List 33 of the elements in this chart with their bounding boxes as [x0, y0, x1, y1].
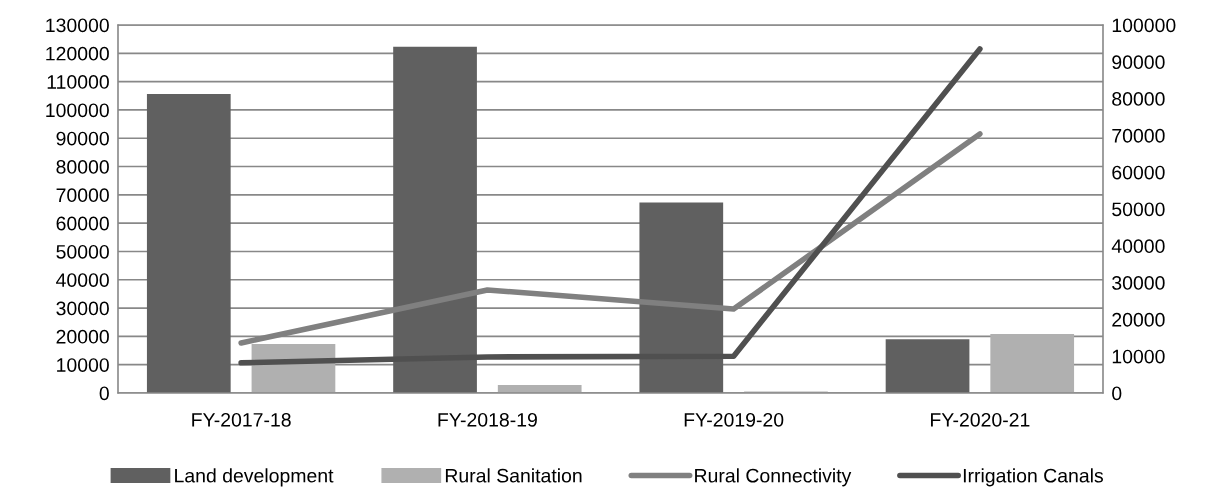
y2-tick-label: 10000: [1112, 349, 1165, 364]
x-tick-label: FY-2019-20: [684, 412, 784, 427]
legend-label: Rural Sanitation: [445, 468, 582, 483]
x-tick-label: FY-2020-21: [931, 412, 1030, 427]
y-tick-label: 40000: [56, 273, 109, 288]
y-tick-label: 80000: [56, 160, 109, 174]
y2-tick-label: 40000: [1111, 239, 1165, 254]
y-tick-label: 90000: [56, 131, 109, 146]
y2-tick-label: 50000: [1112, 202, 1165, 217]
y2-tick-label: 100000: [1112, 18, 1176, 33]
y2-tick-label: 70000: [1112, 128, 1165, 143]
y2-tick-label: 90000: [1112, 55, 1165, 70]
y-tick-label: 110000: [47, 75, 109, 89]
y-tick-label: 100000: [46, 103, 109, 118]
y-tick-label: 120000: [46, 46, 109, 61]
x-tick-label: FY-2017-18: [192, 412, 291, 427]
legend-label: Land development: [175, 468, 334, 487]
y2-tick-label: 30000: [1112, 276, 1165, 290]
y2-tick-label: 0: [1112, 386, 1122, 401]
y2-tick-label: 60000: [1112, 165, 1165, 180]
y2-tick-label: 80000: [1112, 92, 1165, 106]
y-tick-label: 0: [99, 386, 109, 401]
legend-label: Irrigation Canals: [963, 468, 1103, 487]
y-tick-label: 30000: [56, 301, 109, 316]
y-tick-label: 20000: [56, 329, 109, 344]
x-tick-label: FY-2018-19: [438, 412, 537, 427]
legend-label: Rural Connectivity: [695, 468, 852, 487]
y-tick-label: 10000: [57, 358, 109, 372]
y-tick-label: 130000: [46, 18, 109, 33]
y2-tick-label: 20000: [1112, 312, 1165, 327]
y-tick-label: 60000: [56, 216, 109, 231]
y-tick-label: 70000: [56, 188, 109, 203]
y-tick-label: 50000: [56, 244, 109, 259]
